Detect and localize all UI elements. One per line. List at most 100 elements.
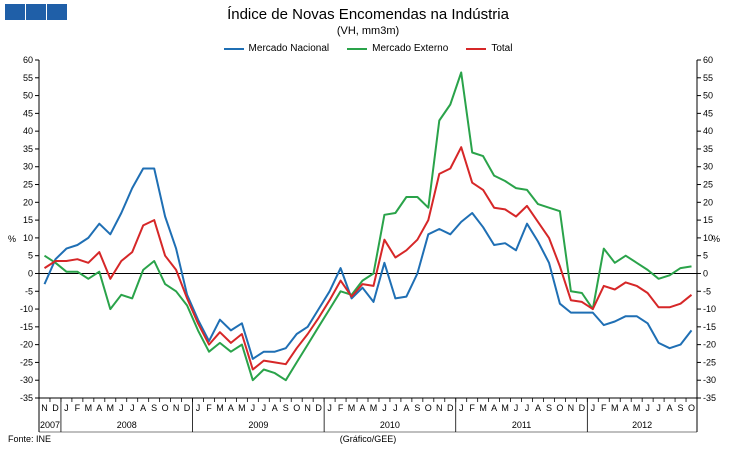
y-tick-label-right: 55 [703, 73, 713, 83]
y-tick-label-right: -5 [703, 286, 711, 296]
x-tick-label-month: S [678, 403, 684, 413]
y-tick-label-right: 35 [703, 144, 713, 154]
y-tick-label-left: -5 [25, 286, 33, 296]
x-tick-label-month: J [591, 403, 596, 413]
x-tick-label-month: J [327, 403, 332, 413]
x-tick-label-month: J [196, 403, 201, 413]
x-tick-label-year: 2010 [380, 420, 400, 430]
y-tick-label-right: 30 [703, 162, 713, 172]
x-tick-label-month: M [85, 403, 93, 413]
source-note: Fonte: INE [8, 434, 52, 444]
x-tick-label-month: J [514, 403, 519, 413]
y-tick-label-left: -35 [20, 393, 33, 403]
x-tick-label-month: M [238, 403, 246, 413]
y-tick-label-right: 15 [703, 215, 713, 225]
x-tick-label-month: M [370, 403, 378, 413]
x-tick-label-month: J [251, 403, 256, 413]
x-tick-label-month: A [667, 403, 673, 413]
y-tick-label-left: 5 [28, 251, 33, 261]
x-tick-label-month: A [228, 403, 234, 413]
y-tick-label-right: 60 [703, 55, 713, 65]
y-tick-label-right: 0 [703, 268, 708, 278]
y-tick-label-right: 10 [703, 233, 713, 243]
x-tick-label-month: F [75, 403, 81, 413]
y-tick-label-right: 25 [703, 180, 713, 190]
legend-item-nacional: Mercado Nacional [223, 43, 330, 54]
y-tick-label-left: -15 [20, 322, 33, 332]
x-tick-label-year: 2007 [40, 420, 60, 430]
y-tick-label-right: 40 [703, 126, 713, 136]
y-tick-label-right: -35 [703, 393, 716, 403]
credit-note: (Gráfico/GEE) [339, 434, 397, 444]
x-tick-label-month: D [579, 403, 586, 413]
y-tick-label-right: -15 [703, 322, 716, 332]
x-tick-label-month: M [107, 403, 115, 413]
legend-swatch-externo [347, 47, 368, 50]
x-tick-label-month: S [283, 403, 289, 413]
x-tick-label-year: 2011 [512, 420, 531, 430]
x-tick-label-month: D [52, 403, 59, 413]
y-tick-label-left: 15 [23, 215, 33, 225]
x-tick-label-month: M [501, 403, 509, 413]
x-tick-label-month: A [491, 403, 497, 413]
x-tick-label-month: D [184, 403, 191, 413]
x-tick-label-month: S [414, 403, 420, 413]
y-tick-label-right: 20 [703, 197, 713, 207]
x-tick-label-month: A [623, 403, 629, 413]
y-tick-label-right: -25 [703, 357, 716, 367]
y-tick-label-right: -10 [703, 304, 716, 314]
legend-label-total: Total [491, 43, 513, 54]
x-tick-label-month: O [293, 403, 300, 413]
y-axis-label-right: % [712, 234, 720, 244]
x-tick-label-month: J [656, 403, 661, 413]
x-tick-label-month: N [568, 403, 575, 413]
chart-title: Índice de Novas Encomendas na Indústria [227, 6, 509, 23]
x-tick-label-year: 2012 [632, 420, 652, 430]
y-tick-label-left: 25 [23, 180, 33, 190]
y-tick-label-left: 45 [23, 108, 33, 118]
y-tick-label-right: 50 [703, 91, 713, 101]
y-tick-label-left: 10 [23, 233, 33, 243]
x-tick-label-month: N [41, 403, 48, 413]
x-tick-label-month: N [304, 403, 311, 413]
y-tick-label-right: -20 [703, 340, 716, 350]
legend-swatch-total [466, 47, 487, 50]
x-tick-label-month: F [338, 403, 344, 413]
x-tick-label-month: J [262, 403, 267, 413]
x-tick-label-month: M [479, 403, 487, 413]
x-tick-label-month: O [556, 403, 563, 413]
y-tick-label-left: 35 [23, 144, 33, 154]
logo-block-1 [5, 4, 25, 20]
x-tick-label-month: J [119, 403, 124, 413]
x-tick-label-month: O [688, 403, 695, 413]
x-tick-label-month: D [447, 403, 454, 413]
x-tick-label-year: 2008 [117, 420, 137, 430]
y-tick-label-left: -10 [20, 304, 33, 314]
x-tick-label-month: A [403, 403, 409, 413]
y-tick-label-left: 55 [23, 73, 33, 83]
x-tick-label-month: O [425, 403, 432, 413]
y-tick-label-right: 45 [703, 108, 713, 118]
x-tick-label-year: 2009 [248, 420, 268, 430]
series-line-mercado-externo [43, 71, 692, 382]
x-tick-label-month: S [151, 403, 157, 413]
legend-item-total: Total [466, 43, 512, 54]
x-tick-label-month: J [525, 403, 530, 413]
y-tick-label-left: -30 [20, 375, 33, 385]
x-tick-label-month: A [96, 403, 102, 413]
series-line-mercado-nacional [43, 167, 693, 360]
x-tick-label-month: M [216, 403, 224, 413]
y-tick-label-right: -30 [703, 375, 716, 385]
x-tick-label-month: J [393, 403, 398, 413]
x-tick-label-month: J [645, 403, 650, 413]
x-tick-label-month: M [611, 403, 619, 413]
legend-label-nacional: Mercado Nacional [248, 43, 330, 54]
legend-label-externo: Mercado Externo [372, 43, 449, 54]
y-tick-label-right: 5 [703, 251, 708, 261]
chart-legend: Mercado Nacional Mercado Externo Total [0, 43, 736, 54]
x-tick-label-month: J [64, 403, 69, 413]
x-tick-label-month: J [130, 403, 135, 413]
x-tick-label-month: A [272, 403, 278, 413]
x-tick-label-month: J [459, 403, 464, 413]
